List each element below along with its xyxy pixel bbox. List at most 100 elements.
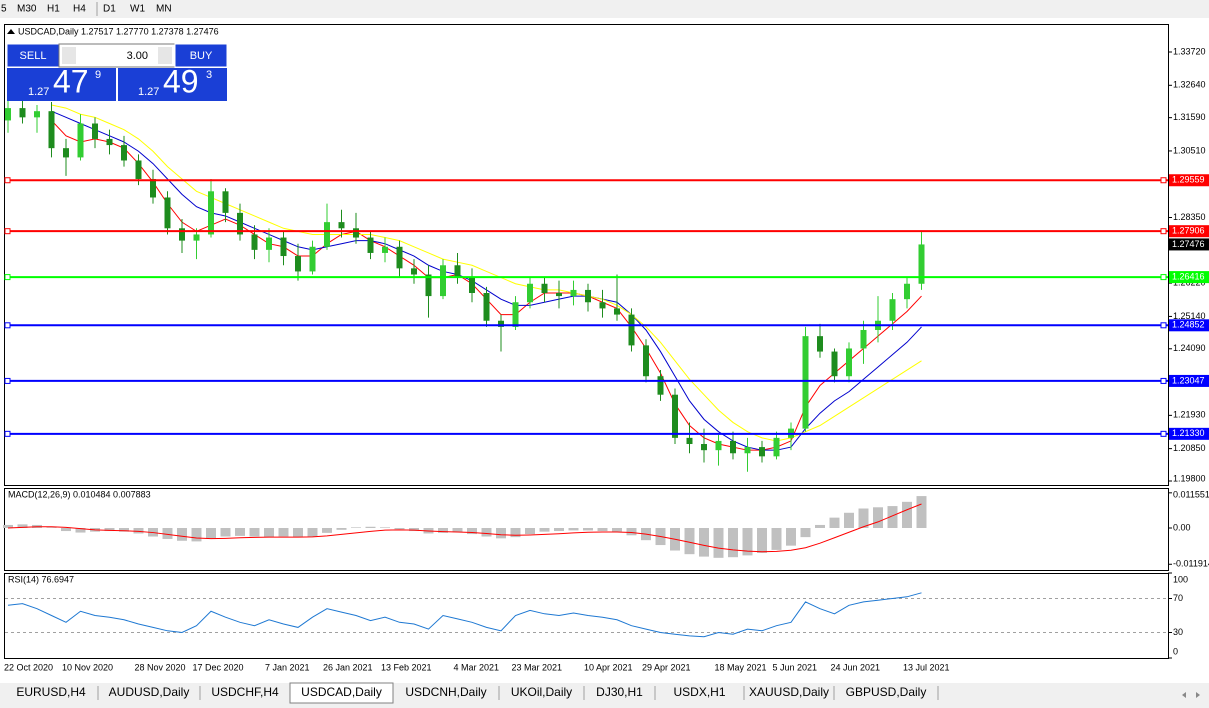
macd-bar [597, 527, 608, 532]
tab[interactable]: DJ30,H1 [596, 685, 643, 699]
candle-body [425, 274, 432, 297]
macd-bar [61, 527, 71, 532]
macd-bar [394, 527, 405, 530]
macd-bar [409, 527, 419, 532]
timeframe-button[interactable]: H1 [47, 4, 60, 15]
tab[interactable]: USDCNH,Daily [405, 685, 486, 699]
y-tick-label: 1.21930 [1173, 410, 1206, 420]
macd-bar [438, 527, 448, 533]
candle-body [846, 348, 852, 377]
macd-bar [3, 524, 13, 528]
macd-bar [554, 527, 564, 532]
candle-body [150, 178, 156, 198]
candle-body [773, 437, 780, 457]
collapse-arrow[interactable] [7, 29, 15, 34]
lot-value[interactable]: 3.00 [127, 50, 148, 62]
macd-bar [452, 527, 463, 533]
tab[interactable]: UKOil,Daily [511, 685, 572, 699]
sell-button[interactable]: SELL [20, 50, 47, 62]
macd-bar [191, 527, 202, 542]
level-handle [4, 274, 11, 281]
candle-body [106, 138, 113, 146]
candle-body [237, 212, 243, 235]
tab[interactable]: USDCHF,H4 [211, 685, 279, 699]
macd-bar [380, 527, 390, 528]
tab[interactable]: XAUUSD,Daily [749, 685, 829, 699]
macd-bar [568, 527, 579, 531]
tab[interactable]: AUDUSD,Daily [109, 685, 190, 699]
macd-bar [815, 524, 825, 528]
x-tick-label: 22 Oct 2020 [4, 662, 53, 672]
tab-bar [0, 683, 1209, 708]
macd-bar [264, 527, 274, 538]
timeframe-button[interactable]: W1 [130, 4, 145, 15]
x-tick-label: 18 May 2021 [715, 662, 767, 672]
candle-body [295, 256, 301, 272]
lot-down[interactable] [62, 47, 76, 64]
timeframe-button[interactable]: M30 [17, 4, 37, 15]
tab[interactable]: USDCAD,Daily [301, 685, 382, 699]
level-label: 1.23047 [1172, 375, 1205, 385]
x-tick-label: 4 Mar 2021 [454, 662, 500, 672]
lot-up[interactable] [158, 47, 172, 64]
macd-bar [829, 517, 840, 528]
macd-bar [133, 527, 144, 534]
candle-body [715, 440, 722, 451]
x-tick-label: 10 Apr 2021 [584, 662, 633, 672]
y-tick-label: 1.32640 [1173, 80, 1206, 90]
x-tick-label: 7 Jan 2021 [265, 662, 310, 672]
candle-body [338, 222, 345, 229]
level-handle [1160, 228, 1167, 235]
macd-bar [249, 527, 260, 537]
macd-bar [162, 527, 173, 539]
candle-body [135, 160, 142, 179]
candle-body [454, 265, 461, 278]
y-tick-label: 70 [1173, 593, 1183, 603]
buy-price-box[interactable] [118, 68, 227, 101]
macd-bar [583, 527, 593, 531]
macd-bar [496, 527, 506, 539]
x-tick-label: 10 Nov 2020 [62, 662, 113, 672]
candle-body [164, 197, 171, 229]
candle-body [498, 320, 504, 327]
candle-body [744, 447, 751, 454]
indicator-title: MACD(12,26,9) 0.010484 0.007883 [8, 489, 151, 499]
x-tick-label: 29 Apr 2021 [642, 662, 691, 672]
macd-bar [525, 527, 535, 535]
level-handle [4, 430, 11, 437]
timeframe-button[interactable]: D1 [103, 4, 116, 15]
candle-body [396, 246, 403, 269]
macd-bar [278, 527, 289, 537]
last-price-label: 1.27476 [1172, 239, 1205, 249]
tab[interactable]: USDX,H1 [673, 685, 725, 699]
level-label-box [1169, 319, 1209, 332]
timeframe-button[interactable]: H4 [73, 4, 86, 15]
x-tick-label: 28 Nov 2020 [135, 662, 186, 672]
candle-body [193, 234, 200, 241]
buy-button[interactable]: BUY [190, 50, 213, 62]
tab[interactable]: EURUSD,H4 [16, 685, 86, 699]
level-handle [1160, 274, 1167, 281]
sell-price-box[interactable] [7, 68, 116, 101]
candle-body [904, 283, 910, 300]
candle-body [599, 302, 606, 309]
sell-big-figure: 1.27 [28, 86, 49, 98]
macd-bar [858, 508, 869, 528]
tab-scroll[interactable] [1182, 692, 1200, 698]
macd-panel [4, 488, 1169, 571]
buy-button-bg[interactable] [174, 43, 228, 68]
candle-body [440, 265, 446, 297]
x-tick-label: 24 Jun 2021 [831, 662, 881, 672]
y-tick-label: 1.31590 [1173, 112, 1206, 122]
level-label-box [1169, 225, 1209, 238]
tab[interactable]: GBPUSD,Daily [846, 685, 927, 699]
timeframe-button[interactable]: 5 [1, 4, 7, 15]
toolbar [0, 0, 1209, 18]
timeframe-button[interactable]: MN [156, 4, 172, 15]
level-label-box [1169, 427, 1209, 440]
y-tick-label: 100 [1173, 574, 1188, 584]
candle-body [643, 345, 649, 377]
level-handle [1160, 377, 1167, 384]
candle-body [701, 444, 707, 451]
